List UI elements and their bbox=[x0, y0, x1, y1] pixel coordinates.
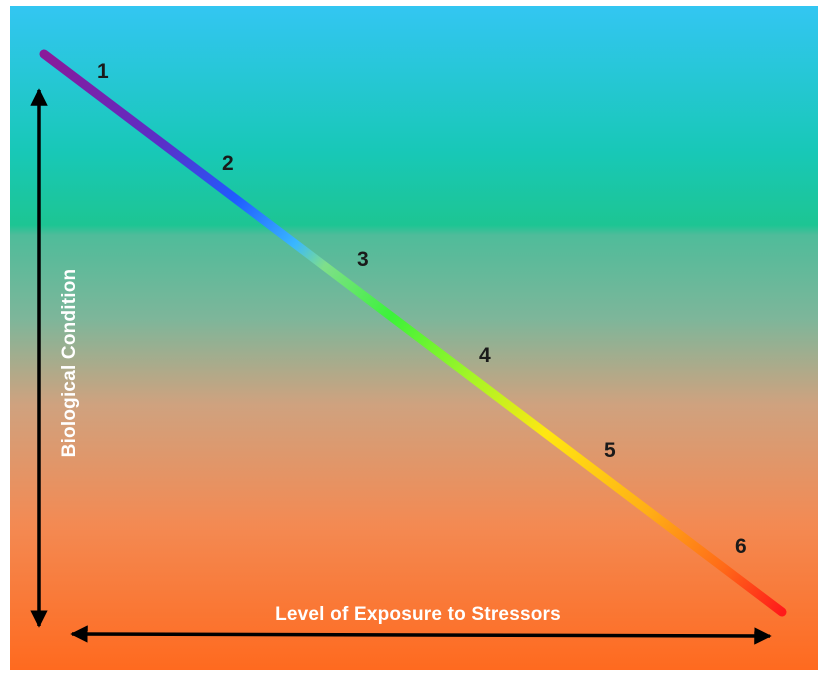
x-axis-label: Level of Exposure to Stressors bbox=[275, 604, 561, 625]
y-axis-label: Biological Condition bbox=[59, 269, 80, 458]
tier-label-4: 4 bbox=[479, 344, 491, 367]
tier-label-6: 6 bbox=[735, 535, 747, 558]
diagram-panel: 1 2 3 4 5 6 Biological Condition Level o… bbox=[10, 6, 818, 670]
horizontal-axis-arrow bbox=[70, 625, 772, 645]
tier-label-5: 5 bbox=[604, 439, 616, 462]
tier-label-3: 3 bbox=[357, 248, 369, 271]
bcg-diagram-svg: 1 2 3 4 5 6 Biological Condition Level o… bbox=[10, 6, 818, 670]
tier-label-1: 1 bbox=[97, 60, 109, 83]
tier-label-2: 2 bbox=[222, 152, 234, 175]
condition-gradient-line bbox=[39, 49, 787, 617]
